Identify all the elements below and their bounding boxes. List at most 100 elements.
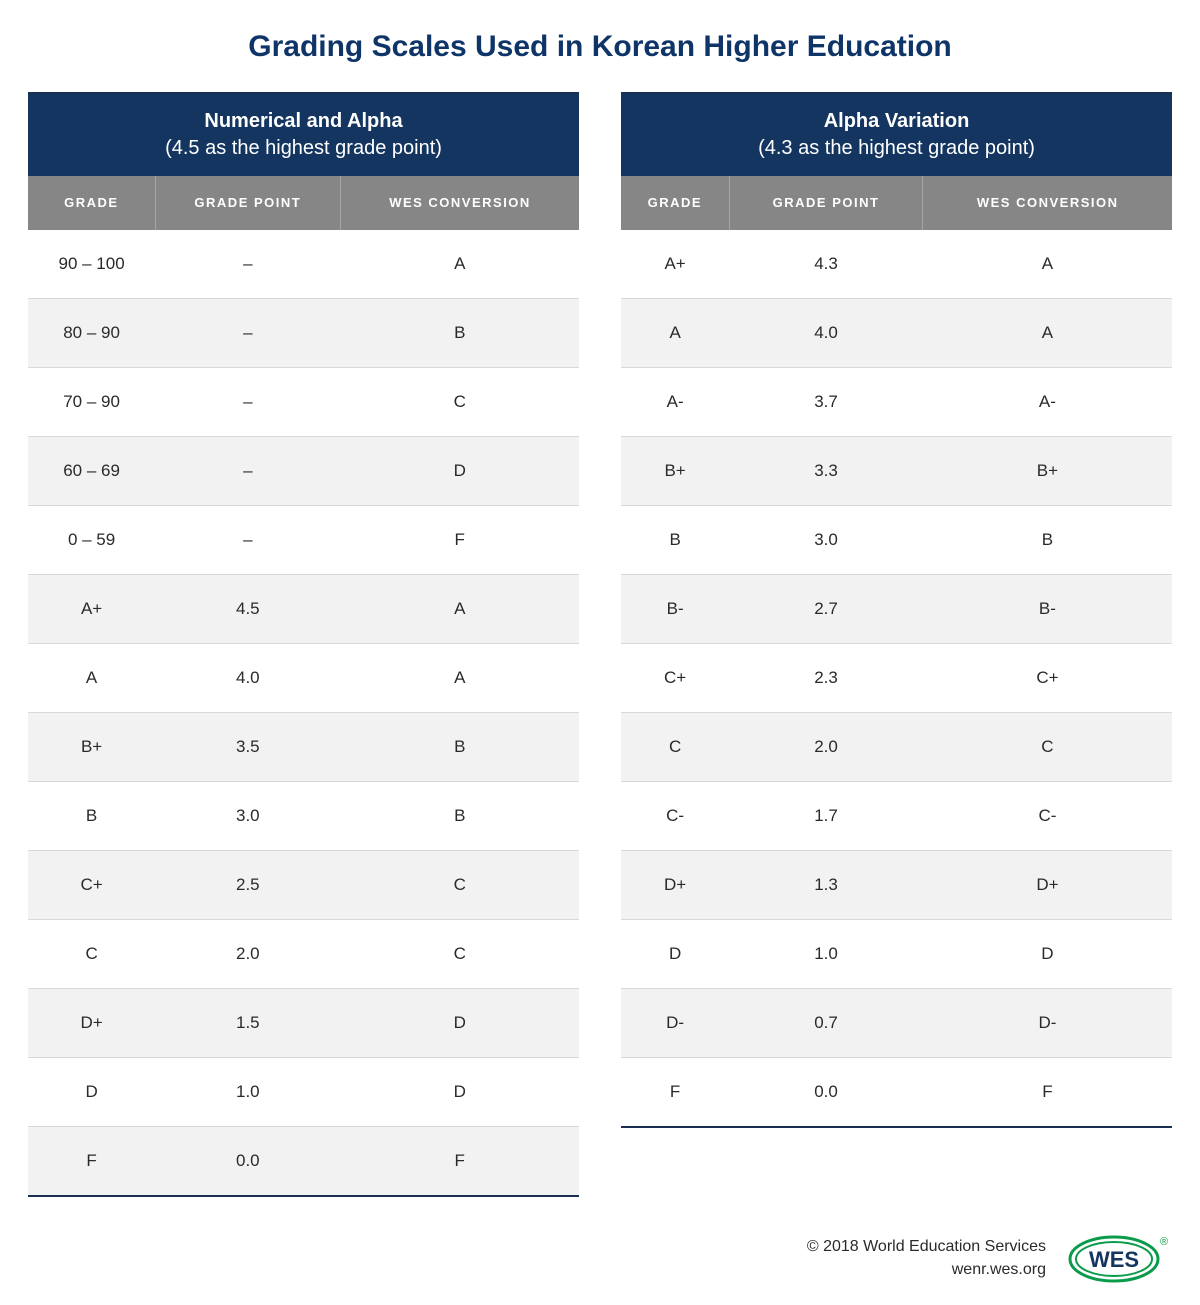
table-cell: A	[341, 643, 580, 712]
table-cell: 1.0	[729, 919, 923, 988]
table-row: A+4.3A	[621, 230, 1172, 299]
table-cell: D-	[923, 988, 1172, 1057]
table-cell: C	[923, 712, 1172, 781]
col-header-gradepoint: GRADE POINT	[729, 176, 923, 230]
table-cell: 4.3	[729, 230, 923, 299]
table-cell: A+	[28, 574, 155, 643]
table-cell: B	[341, 781, 580, 850]
table-row: 80 – 90–B	[28, 298, 579, 367]
wes-logo: WES ®	[1062, 1233, 1172, 1285]
table-cell: C+	[28, 850, 155, 919]
table-row: D+1.5D	[28, 988, 579, 1057]
table-cell: C	[341, 919, 580, 988]
table-body-right: A+4.3AA4.0AA-3.7A-B+3.3B+B3.0BB-2.7B-C+2…	[621, 230, 1172, 1127]
table-cell: 1.3	[729, 850, 923, 919]
table-cell: 3.3	[729, 436, 923, 505]
table-cell: B-	[923, 574, 1172, 643]
table-title-line2: (4.5 as the highest grade point)	[165, 137, 442, 159]
table-row: C2.0C	[28, 919, 579, 988]
table-row: A4.0A	[28, 643, 579, 712]
col-header-wes: WES CONVERSION	[923, 176, 1172, 230]
logo-text: WES	[1089, 1247, 1139, 1272]
table-body-left: 90 – 100–A80 – 90–B70 – 90–C60 – 69–D0 –…	[28, 230, 579, 1196]
table-row: 0 – 59–F	[28, 505, 579, 574]
table-title: Numerical and Alpha (4.5 as the highest …	[28, 93, 579, 176]
table-cell: 2.5	[155, 850, 340, 919]
table-cell: B	[621, 505, 729, 574]
table-row: 70 – 90–C	[28, 367, 579, 436]
footer-text: © 2018 World Education Services wenr.wes…	[807, 1236, 1046, 1281]
table-cell: 80 – 90	[28, 298, 155, 367]
table-cell: B-	[621, 574, 729, 643]
col-header-gradepoint: GRADE POINT	[155, 176, 340, 230]
table-cell: 2.0	[729, 712, 923, 781]
table-cell: B	[341, 712, 580, 781]
table-cell: 3.0	[155, 781, 340, 850]
table-row: A4.0A	[621, 298, 1172, 367]
table-cell: C+	[923, 643, 1172, 712]
table-cell: A	[923, 230, 1172, 299]
table-cell: B	[341, 298, 580, 367]
table-cell: F	[923, 1057, 1172, 1127]
table-row: 90 – 100–A	[28, 230, 579, 299]
table-cell: C	[621, 712, 729, 781]
table-title-line2: (4.3 as the highest grade point)	[758, 137, 1035, 159]
table-cell: C	[341, 850, 580, 919]
table-cell: A	[28, 643, 155, 712]
table-row: D-0.7D-	[621, 988, 1172, 1057]
table-row: C-1.7C-	[621, 781, 1172, 850]
table-cell: A	[923, 298, 1172, 367]
page-title: Grading Scales Used in Korean Higher Edu…	[28, 30, 1172, 64]
table-cell: 1.5	[155, 988, 340, 1057]
col-header-grade: GRADE	[28, 176, 155, 230]
col-header-grade: GRADE	[621, 176, 729, 230]
table-cell: –	[155, 230, 340, 299]
table-cell: C-	[923, 781, 1172, 850]
table-cell: F	[621, 1057, 729, 1127]
table-row: D1.0D	[28, 1057, 579, 1126]
table-cell: 1.0	[155, 1057, 340, 1126]
table-cell: C-	[621, 781, 729, 850]
table-cell: A	[341, 574, 580, 643]
footer-url: wenr.wes.org	[952, 1261, 1046, 1278]
table-cell: D+	[28, 988, 155, 1057]
table-cell: F	[341, 1126, 580, 1196]
copyright-text: © 2018 World Education Services	[807, 1238, 1046, 1255]
table-cell: A	[341, 230, 580, 299]
table-cell: B	[923, 505, 1172, 574]
col-header-wes: WES CONVERSION	[341, 176, 580, 230]
table-cell: F	[341, 505, 580, 574]
svg-text:®: ®	[1160, 1236, 1168, 1248]
table-cell: 4.5	[155, 574, 340, 643]
table-row: B+3.5B	[28, 712, 579, 781]
table-cell: C	[341, 367, 580, 436]
table-cell: A	[621, 298, 729, 367]
table-title: Alpha Variation (4.3 as the highest grad…	[621, 93, 1172, 176]
table-cell: B+	[621, 436, 729, 505]
table-cell: 3.0	[729, 505, 923, 574]
table-cell: 4.0	[155, 643, 340, 712]
table-cell: 70 – 90	[28, 367, 155, 436]
table-row: D+1.3D+	[621, 850, 1172, 919]
table-row: F0.0F	[621, 1057, 1172, 1127]
table-cell: 3.5	[155, 712, 340, 781]
table-cell: 60 – 69	[28, 436, 155, 505]
table-cell: –	[155, 505, 340, 574]
table-cell: 0.0	[155, 1126, 340, 1196]
table-cell: D	[341, 1057, 580, 1126]
table-row: C2.0C	[621, 712, 1172, 781]
table-row: B-2.7B-	[621, 574, 1172, 643]
table-cell: D+	[621, 850, 729, 919]
table-cell: B	[28, 781, 155, 850]
table-cell: 90 – 100	[28, 230, 155, 299]
tables-container: Numerical and Alpha (4.5 as the highest …	[28, 92, 1172, 1197]
table-cell: –	[155, 298, 340, 367]
table-cell: A-	[923, 367, 1172, 436]
table-row: B3.0B	[28, 781, 579, 850]
table-numerical-alpha: Numerical and Alpha (4.5 as the highest …	[28, 92, 579, 1197]
table-cell: 4.0	[729, 298, 923, 367]
table-cell: 0 – 59	[28, 505, 155, 574]
table-cell: D	[923, 919, 1172, 988]
table-row: F0.0F	[28, 1126, 579, 1196]
table-cell: B+	[28, 712, 155, 781]
